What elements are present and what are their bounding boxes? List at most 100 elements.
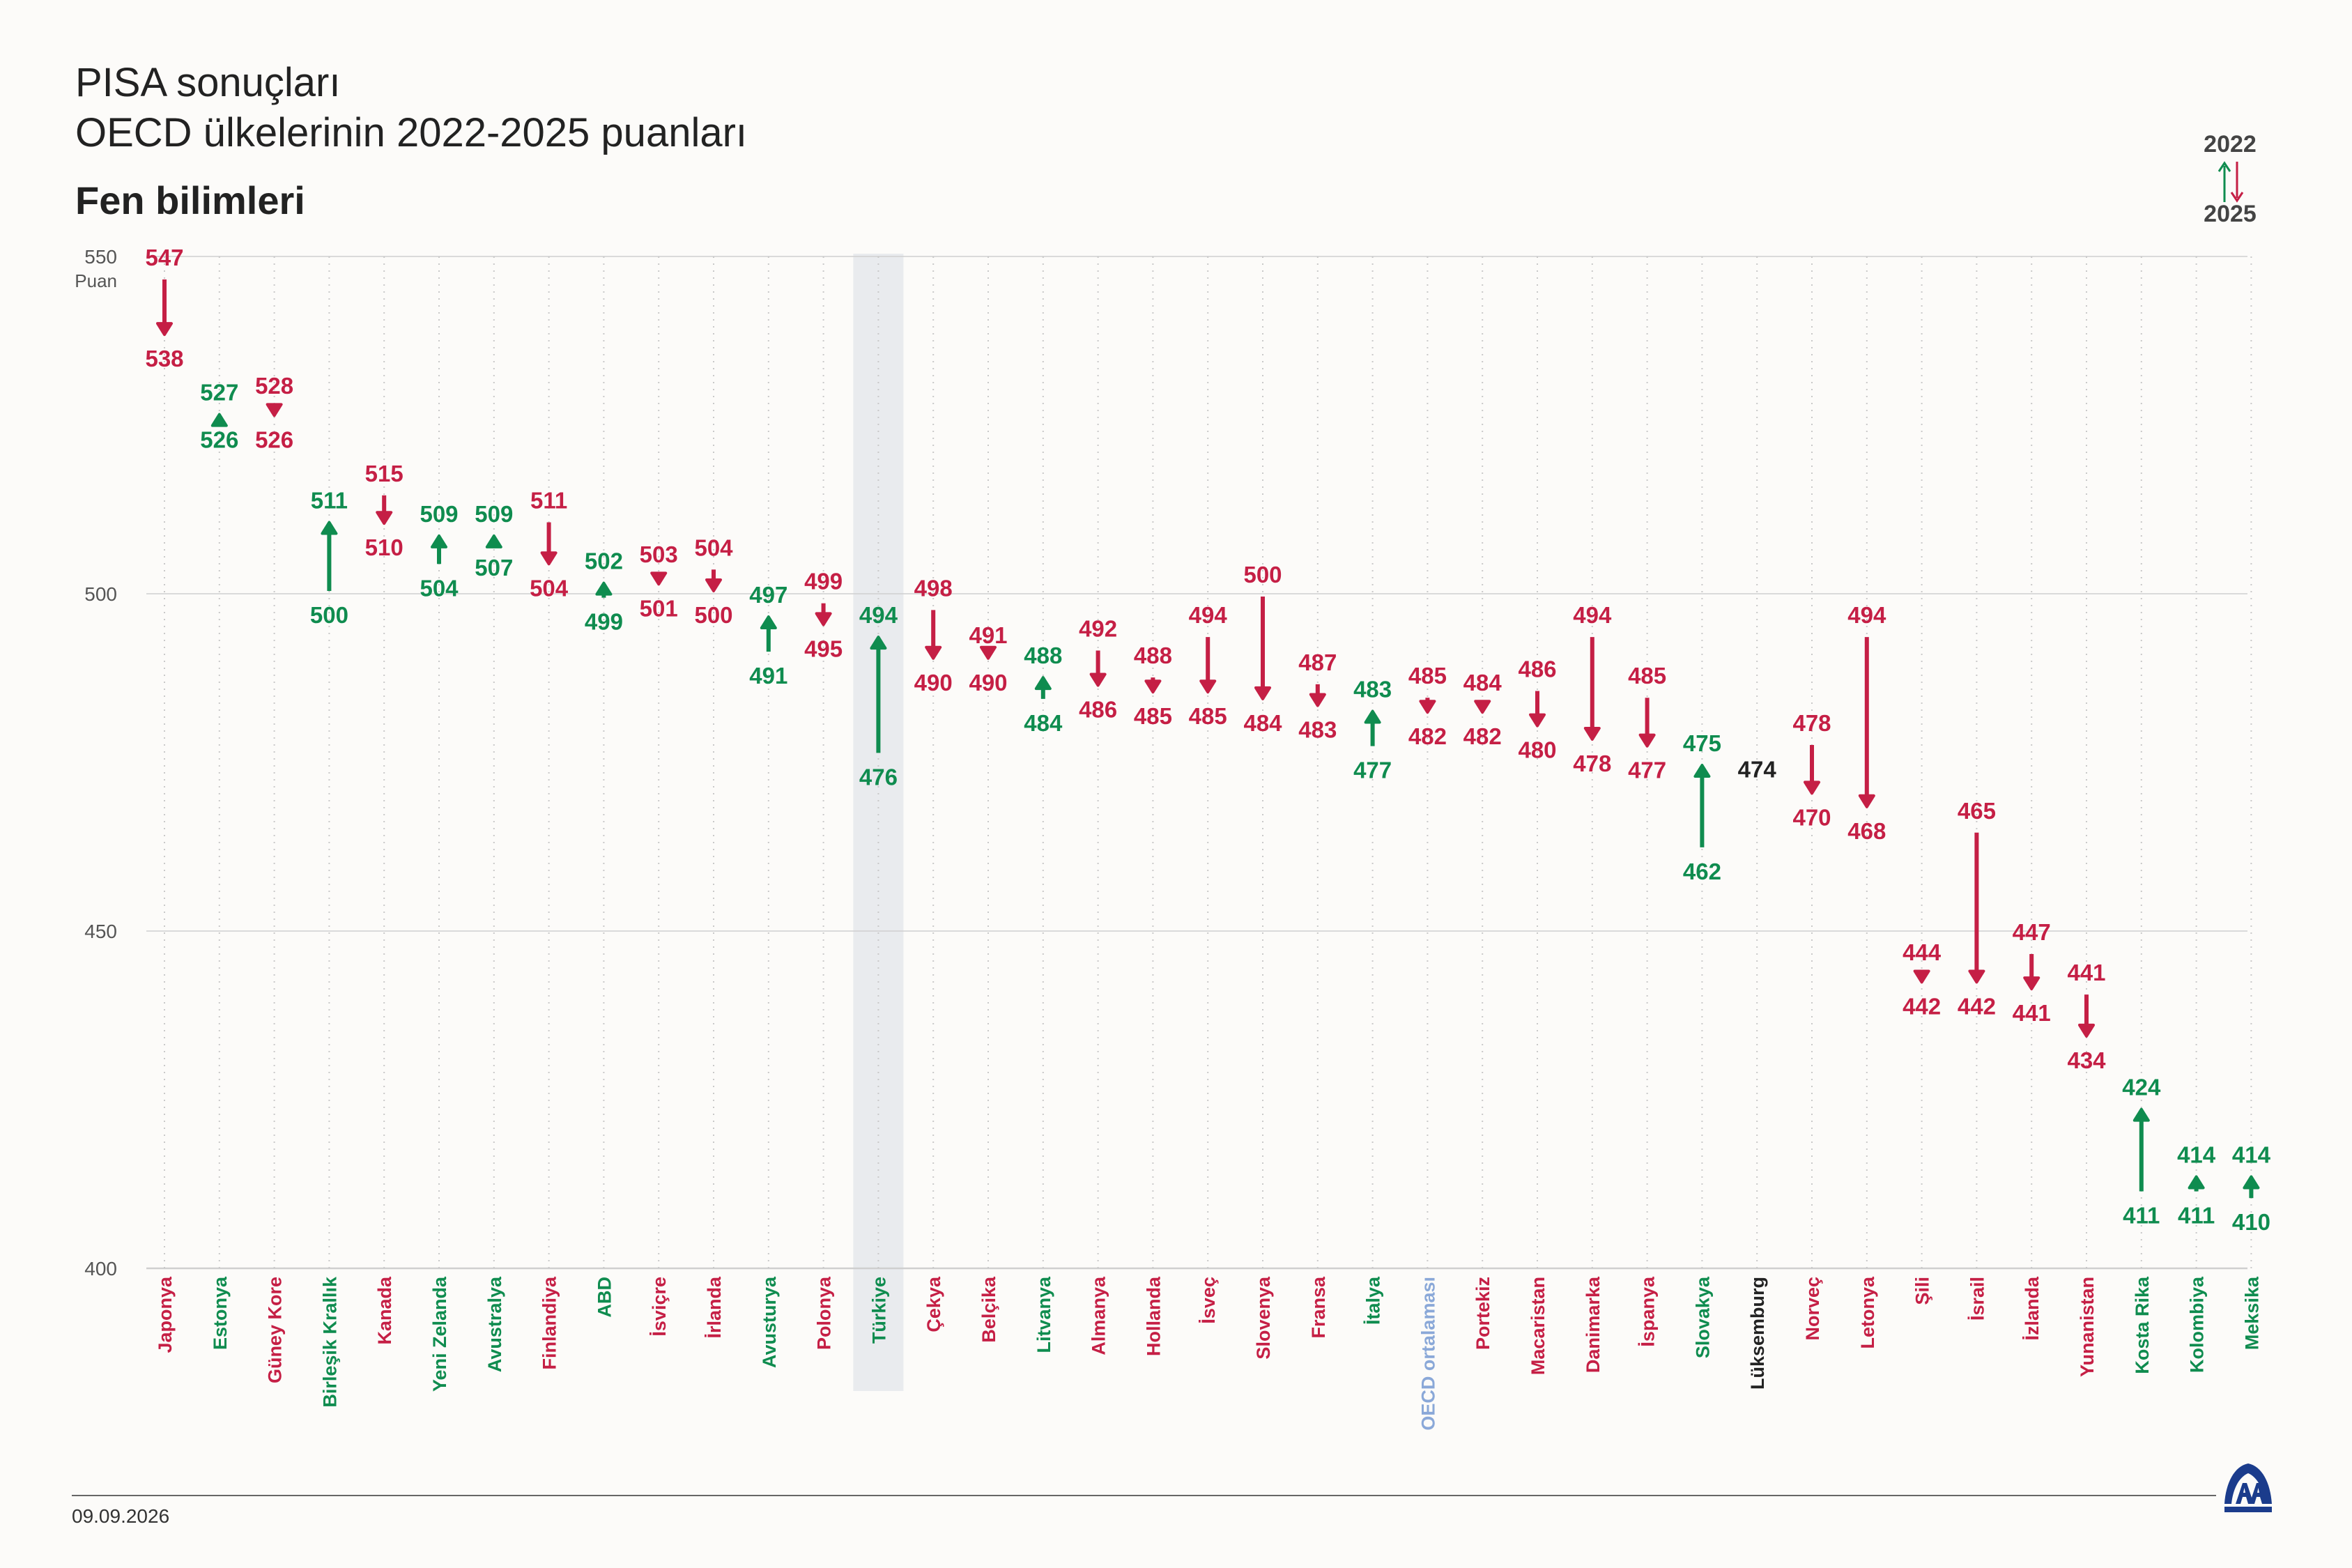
y-tick-label: 450 xyxy=(84,921,117,942)
data-label-2022: 500 xyxy=(1243,562,1282,587)
data-label-2022: 507 xyxy=(475,555,513,581)
country-label: Finlandiya xyxy=(539,1276,560,1370)
data-label-2025: 526 xyxy=(255,426,293,452)
legend-year-bottom: 2025 xyxy=(2204,201,2257,227)
data-label-2022: 492 xyxy=(1079,615,1117,641)
change-arrow-head xyxy=(1309,693,1326,707)
data-label-2025: 441 xyxy=(2013,1000,2051,1026)
country-label: Şili xyxy=(1912,1277,1933,1305)
title-line-1: PISA sonuçları xyxy=(75,60,341,105)
country-label: Portekiz xyxy=(1473,1277,1493,1350)
data-label-2022: 444 xyxy=(1903,939,1942,965)
data-label-2025: 490 xyxy=(914,670,953,695)
country-label: OECD ortalaması xyxy=(1417,1277,1438,1431)
data-label-2022: 499 xyxy=(585,609,623,635)
change-arrow-head xyxy=(1364,709,1381,724)
y-tick-label: 400 xyxy=(84,1258,117,1279)
data-label-2022: 486 xyxy=(1518,656,1556,682)
change-arrow-head xyxy=(2078,1023,2095,1038)
data-label-2025: 424 xyxy=(2122,1075,2161,1100)
data-label-2022: 411 xyxy=(2178,1203,2215,1229)
data-label-2025: 414 xyxy=(2232,1142,2271,1167)
change-arrow-head xyxy=(815,612,832,627)
data-label-2025: 434 xyxy=(2067,1047,2106,1073)
change-arrow-head xyxy=(1199,679,1217,694)
y-tick-label: 500 xyxy=(84,583,117,605)
data-label-2022: 411 xyxy=(2123,1203,2160,1229)
country-label: Slovenya xyxy=(1253,1276,1274,1360)
data-label-2022: 494 xyxy=(1847,602,1886,628)
country-label: İsveç xyxy=(1198,1277,1219,1324)
country-label: Türkiye xyxy=(868,1277,889,1344)
data-label-2022: 462 xyxy=(1683,859,1721,884)
data-label-2025: 485 xyxy=(1189,703,1227,729)
data-label-2022: 410 xyxy=(2232,1209,2270,1235)
data-label-2022: 477 xyxy=(1353,758,1392,783)
country-label: Estonya xyxy=(210,1276,231,1350)
change-arrow-head xyxy=(376,511,393,525)
data-label-2022: 515 xyxy=(365,461,403,486)
country-label: İspanya xyxy=(1638,1276,1659,1347)
data-label-2022: 500 xyxy=(310,602,348,628)
data-label-2022: 484 xyxy=(1024,710,1063,736)
country-label: İzlanda xyxy=(2022,1276,2043,1341)
data-label-2025: 510 xyxy=(365,535,403,560)
data-label-2022: 503 xyxy=(640,541,678,567)
country-label: Yeni Zelanda xyxy=(429,1276,450,1392)
country-label: Japonya xyxy=(155,1276,176,1353)
y-tick-label: 550 xyxy=(84,246,117,268)
data-label-2025: 483 xyxy=(1353,677,1392,702)
country-label: Polonya xyxy=(814,1276,835,1350)
change-arrow-head xyxy=(1693,764,1711,778)
country-label: Belçika xyxy=(978,1276,999,1343)
country-label: Avustralya xyxy=(484,1276,505,1372)
change-arrow-head xyxy=(1858,794,1875,808)
country-label: Litvanya xyxy=(1033,1276,1054,1353)
data-label-2022: 485 xyxy=(1408,663,1447,689)
data-label-2022: 484 xyxy=(1463,670,1502,695)
country-label: İsrail xyxy=(1967,1277,1988,1321)
data-label-2025: 480 xyxy=(1518,737,1556,763)
data-label-2025: 495 xyxy=(804,636,843,661)
change-arrow-head xyxy=(2023,976,2040,991)
change-arrow-head xyxy=(1419,700,1436,714)
data-label-2025: 502 xyxy=(585,548,623,574)
data-label-2025: 486 xyxy=(1079,697,1117,723)
country-label: Letonya xyxy=(1857,1276,1878,1349)
data-label-2022: 511 xyxy=(530,488,567,514)
data-label-2022: 494 xyxy=(1573,602,1612,628)
data-label-2025: 504 xyxy=(530,575,569,601)
data-label-2022: 465 xyxy=(1958,798,1996,824)
data-label-2025: 511 xyxy=(311,488,348,514)
data-label-2022: 526 xyxy=(200,426,238,452)
legend-year-top: 2022 xyxy=(2204,131,2257,157)
data-label-2025: 538 xyxy=(145,346,183,371)
country-label: İtalya xyxy=(1363,1276,1384,1325)
data-label-2022: 491 xyxy=(969,622,1007,648)
data-label-2025: 442 xyxy=(1903,993,1941,1019)
data-label-2022: 447 xyxy=(2013,919,2051,945)
country-label: Slovakya xyxy=(1692,1276,1713,1358)
country-label: Çekya xyxy=(923,1276,944,1332)
data-label-2025: 527 xyxy=(200,380,238,406)
change-arrow-head xyxy=(1804,781,1820,795)
data-label-2022: 478 xyxy=(1792,710,1831,736)
country-label: Yunanistan xyxy=(2077,1277,2098,1377)
data-label-2025: 500 xyxy=(694,602,732,628)
data-label-2025: 485 xyxy=(1134,703,1172,729)
change-arrow-head xyxy=(2132,1107,2150,1122)
change-arrow-head xyxy=(485,534,502,548)
country-label: İsviçre xyxy=(649,1277,670,1337)
country-label: Kolombiya xyxy=(2187,1276,2208,1373)
country-label: ABD xyxy=(594,1277,615,1318)
data-label-2025: 497 xyxy=(749,582,787,608)
data-label-2025: 483 xyxy=(1298,717,1337,743)
change-arrow-head xyxy=(321,521,338,535)
change-arrow-head xyxy=(1089,672,1107,687)
footer-date: 09.09.2026 xyxy=(72,1505,170,1527)
country-label: Hollanda xyxy=(1143,1276,1164,1356)
change-arrow-head xyxy=(650,571,668,586)
data-label-2025: 478 xyxy=(1573,751,1611,776)
country-label: Fransa xyxy=(1308,1276,1329,1339)
change-arrow-head xyxy=(1144,679,1162,694)
